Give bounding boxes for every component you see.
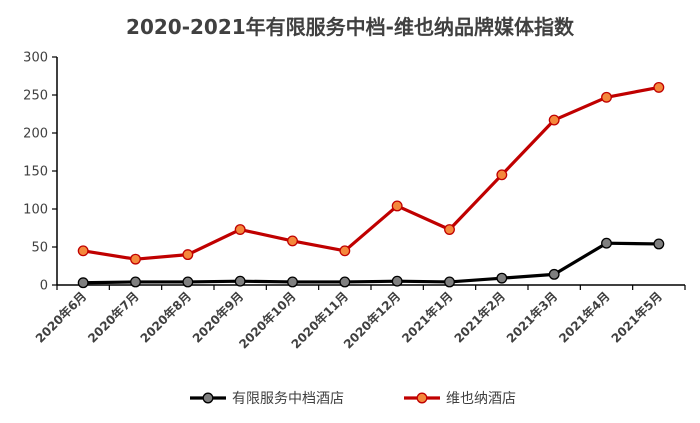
data-point <box>496 272 508 284</box>
data-point <box>339 245 351 257</box>
y-tick-label: 300 <box>23 51 48 66</box>
x-tick-label: 2021年4月 <box>556 289 613 346</box>
data-point <box>496 169 508 181</box>
data-point <box>130 276 141 288</box>
data-point <box>653 81 665 93</box>
data-point <box>130 253 141 265</box>
y-tick-label: 0 <box>40 279 48 294</box>
legend-swatch-marker <box>202 392 214 404</box>
legend-swatch-marker <box>416 392 428 404</box>
series-line <box>81 85 661 261</box>
y-tick-label: 200 <box>23 127 48 142</box>
series-2 <box>77 81 665 265</box>
x-tick-label: 2020年7月 <box>85 289 142 346</box>
data-point <box>653 238 665 250</box>
data-point <box>548 114 560 126</box>
data-point <box>234 224 246 235</box>
x-axis: 2020年6月2020年7月2020年8月2020年9月2020年10月2020… <box>32 284 686 352</box>
data-point <box>391 200 403 212</box>
y-tick-label: 100 <box>23 203 48 218</box>
y-axis: 0 50 100 150 200 250 300 <box>23 51 58 294</box>
x-tick-label: 2020年6月 <box>32 289 89 346</box>
data-point <box>444 224 455 235</box>
data-point <box>601 91 612 103</box>
y-tick-label: 50 <box>31 241 48 256</box>
data-point <box>182 276 194 288</box>
data-point <box>77 277 89 289</box>
x-tick-label: 2020年8月 <box>137 289 194 346</box>
data-point <box>548 268 560 280</box>
series-layer <box>77 81 665 289</box>
legend-item: 维也纳酒店 <box>404 391 516 407</box>
data-point <box>287 235 298 247</box>
data-point <box>391 275 403 287</box>
data-point <box>182 249 194 261</box>
data-point <box>234 275 246 287</box>
series-1 <box>77 237 665 289</box>
x-tick-label: 2021年1月 <box>399 289 456 346</box>
y-tick-label: 250 <box>23 89 48 104</box>
x-tick-label: 2020年9月 <box>189 289 246 346</box>
data-point <box>444 276 455 288</box>
legend: 有限服务中档酒店 维也纳酒店 <box>190 391 516 407</box>
series-line <box>81 241 661 285</box>
x-tick-label: 2021年5月 <box>608 289 665 346</box>
data-point <box>339 276 351 288</box>
legend-item: 有限服务中档酒店 <box>190 391 344 407</box>
chart-title: 2020-2021年有限服务中档-维也纳品牌媒体指数 <box>126 15 575 39</box>
data-point <box>601 237 612 249</box>
legend-label: 维也纳酒店 <box>446 391 516 407</box>
data-point <box>77 245 89 257</box>
x-tick-label: 2021年3月 <box>503 289 560 346</box>
x-tick-label: 2021年2月 <box>451 289 508 346</box>
y-tick-label: 150 <box>23 165 48 180</box>
data-point <box>287 276 298 288</box>
legend-label: 有限服务中档酒店 <box>232 391 344 407</box>
